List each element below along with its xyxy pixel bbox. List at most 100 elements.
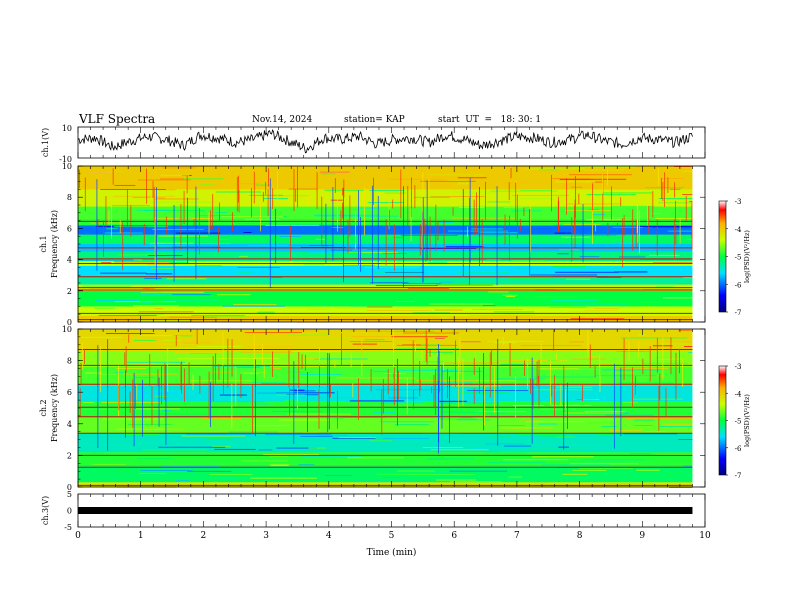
ch1-spectrogram-texture	[646, 271, 688, 272]
ch1-spectrogram-texture	[612, 226, 644, 228]
ch1-spectrogram-texture	[456, 271, 510, 273]
ch2-spectrogram-texture	[440, 463, 454, 465]
ch1-spectrogram-texture	[132, 197, 151, 198]
ch1-waveform	[77, 129, 693, 154]
ch2-spectrogram-texture	[275, 394, 305, 396]
ch1-spectrogram-texture	[306, 308, 330, 310]
ch1-spectrogram-texture	[100, 272, 147, 274]
ch1-spectrogram-texture	[539, 169, 559, 171]
ch1-spectrogram-texture	[287, 219, 308, 221]
ch2-spectrogram-texture	[636, 469, 660, 471]
ch1-spectrogram-texture	[425, 174, 484, 176]
ch1-spectrogram-texture	[117, 254, 166, 256]
ch1-spectrogram-texture	[433, 316, 481, 318]
ch2-spectrogram-texture	[623, 433, 678, 435]
ch2-spectrogram-ytick-label: 4	[67, 420, 72, 429]
ch1-spectrogram-texture	[243, 232, 252, 233]
ch2-spectrogram-texture	[538, 423, 558, 425]
ch2-spectrogram-texture	[691, 404, 693, 406]
ch2-spectrogram-texture	[257, 392, 295, 394]
ch1-spectrogram-texture	[237, 267, 280, 268]
ch1-spectrogram-texture	[434, 309, 463, 311]
ch1-spectrogram-texture	[343, 215, 399, 217]
ch2-spectrogram-texture	[312, 481, 348, 482]
ch2-spectrogram-texture	[253, 414, 282, 416]
ch1-spectrogram-texture	[520, 198, 554, 200]
ch1-spectrogram-texture	[144, 277, 162, 279]
ch1-spectrogram-texture	[562, 267, 627, 269]
ch1-spectrogram-texture	[601, 192, 652, 194]
ch2-spectrogram-texture	[570, 463, 639, 465]
ch1-spectrogram-texture	[189, 166, 246, 167]
ch2-spectrogram-texture	[187, 470, 232, 472]
ch2-spectrogram-texture	[562, 473, 588, 475]
ch1-spectrogram-texture	[541, 302, 592, 304]
ch1-spectrogram-band	[78, 234, 693, 244]
ch2-spectrogram-texture	[678, 329, 693, 331]
ch2-spectrogram-texture	[415, 379, 478, 381]
ch1-spectrogram-texture	[382, 253, 408, 254]
ch1-spectrogram-texture	[520, 190, 552, 191]
ch1-spectrogram-texture	[683, 277, 693, 279]
ch1-spectrogram-texture	[413, 196, 450, 198]
ch1-spectrogram-texture	[244, 219, 280, 221]
ch1-spectrogram-texture	[652, 213, 661, 214]
ch1-spectrogram-colorbar-tick-label: -7	[735, 309, 742, 317]
ch1-spectrogram-texture	[237, 271, 252, 273]
ch2-spectrogram-texture	[450, 481, 502, 483]
ch2-spectrogram-texture	[300, 435, 333, 437]
ch1-spectrogram-colorbar-tick-label: -4	[735, 226, 742, 234]
ch2-spectrogram-texture	[598, 400, 617, 402]
ch1-spectrogram-texture	[587, 218, 621, 220]
ch1-spectrogram-texture	[427, 261, 447, 263]
ch2-spectrogram-texture	[494, 342, 517, 344]
ch2-spectrogram-texture	[186, 433, 227, 435]
ch1-spectrogram-texture	[184, 168, 241, 170]
ch1-spectrogram-texture	[309, 245, 333, 246]
ch2-spectrogram-texture	[391, 336, 448, 338]
ch2-spectrogram-texture	[340, 416, 386, 418]
ch2-spectrogram-texture	[382, 438, 430, 439]
ch2-spectrogram-texture	[346, 404, 366, 406]
ch2-spectrogram-texture	[579, 468, 633, 470]
ch1-spectrogram-texture	[664, 298, 693, 300]
ch1-spectrogram-texture	[505, 296, 516, 297]
ch1-spectrogram-texture	[652, 262, 693, 264]
ch1-spectrogram-texture	[430, 196, 485, 198]
ch1-spectrogram-texture	[689, 201, 693, 202]
ch1-spectrogram-texture	[392, 251, 436, 253]
ch2-spectrogram-texture	[105, 333, 155, 334]
ch2-spectrogram-texture	[664, 341, 693, 343]
ch2-spectrogram-texture	[115, 428, 165, 430]
ch2-spectrogram-texture	[642, 362, 689, 364]
ch1-spectrogram-texture	[88, 172, 115, 174]
ch1-spectrogram-texture	[150, 242, 194, 244]
ch1-spectrogram-texture	[576, 234, 617, 236]
ch2-spectrogram-texture	[487, 462, 546, 464]
x-tick-label: 10	[699, 531, 711, 541]
ch1-spectrogram-texture	[552, 265, 586, 267]
ch2-spectrogram-texture	[422, 446, 464, 448]
ch2-spectrogram-texture	[332, 437, 376, 439]
ch2-spectrogram-texture	[364, 339, 385, 341]
ch2-spectrogram-colorbar	[718, 365, 727, 476]
ch1-spectrogram-texture	[342, 317, 405, 319]
ch1-spectrogram-texture	[172, 294, 211, 296]
station-label: station= KAP	[344, 115, 405, 125]
ch1-spectrogram-texture	[440, 283, 495, 285]
ch1-spectrogram-texture	[170, 234, 216, 236]
ch2-spectrogram-texture	[430, 449, 489, 451]
ch2-spectrogram-texture	[158, 446, 226, 448]
ch2-spectrogram-texture	[349, 400, 405, 402]
ch1-spectrogram-texture	[566, 229, 597, 231]
ch2-spectrogram-texture	[252, 474, 281, 475]
ch1-spectrogram-texture	[90, 222, 123, 224]
ch1-spectrogram-texture	[136, 209, 169, 211]
ch2-spectrogram-texture	[582, 459, 647, 461]
ch1-spectrogram-texture	[366, 306, 393, 308]
ch2-spectrogram-texture	[133, 339, 156, 341]
ch1-spectrogram-texture	[360, 207, 380, 209]
ch1-spectrogram-texture	[652, 226, 693, 228]
ch1-spectrogram-texture	[328, 220, 363, 222]
ch1-spectrogram-texture	[349, 305, 369, 307]
